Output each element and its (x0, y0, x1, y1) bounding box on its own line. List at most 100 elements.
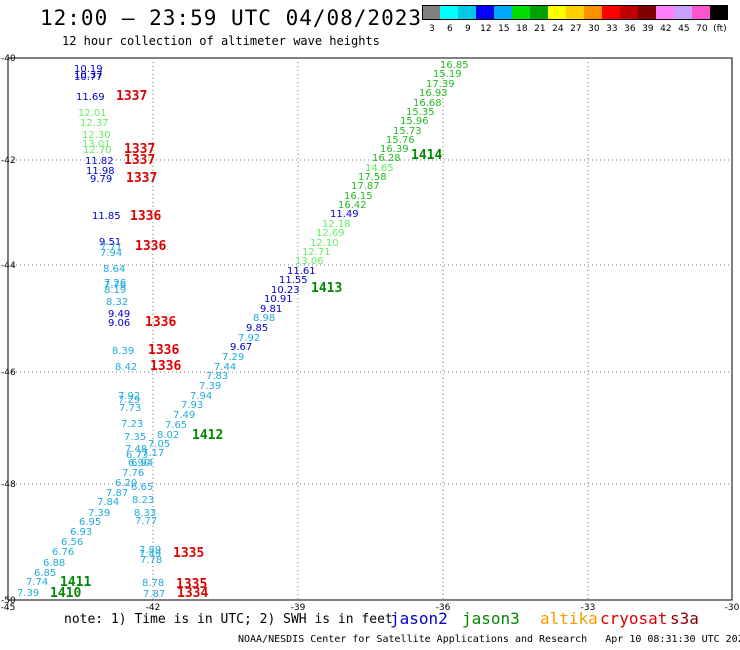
map-frame (7, 57, 733, 601)
colorbar-swatch (476, 5, 494, 20)
colorbar-frame (422, 5, 728, 20)
swh-value: 11.98 (86, 166, 115, 177)
swh-value: 11.85 (92, 211, 121, 222)
colorbar-label: 18 (516, 24, 528, 34)
colorbar-swatch (602, 5, 620, 20)
swh-value: 15.96 (400, 116, 429, 127)
colorbar-swatch (422, 5, 440, 20)
colorbar-label: (ft) (713, 24, 727, 34)
swh-value: 7.89 (139, 545, 161, 556)
colorbar-swatch (620, 5, 638, 20)
colorbar-swatch (674, 5, 692, 20)
pass-number-label: 1337 (126, 171, 157, 186)
swh-value: 7.74 (26, 577, 48, 588)
swh-value: 6.56 (61, 537, 83, 548)
colorbar-label: 33 (606, 24, 617, 34)
swh-value: 14.65 (365, 163, 394, 174)
swh-value: 7.48 (125, 444, 147, 455)
lat-tick-label: -48 (1, 480, 16, 490)
swh-value: 16.15 (344, 191, 373, 202)
colorbar-label: 45 (678, 24, 689, 34)
swh-value: 16.85 (440, 60, 469, 71)
swh-value: 7.29 (118, 395, 140, 406)
swh-value: 13.01 (82, 139, 111, 150)
swh-value: 12.70 (83, 145, 112, 156)
colorbar-label: 12 (480, 24, 491, 34)
swh-value: 11.61 (287, 266, 316, 277)
swh-value: 9.79 (90, 174, 112, 185)
legend-cryosat: cryosat (600, 609, 668, 628)
swh-value: 6.20 (115, 478, 137, 489)
pass-number-label: 1411 (60, 575, 91, 590)
swh-value: 7.65 (165, 420, 187, 431)
swh-value: 8.78 (142, 578, 164, 589)
swh-value: 6.88 (43, 558, 65, 569)
swh-value: 6.95 (79, 517, 101, 528)
swh-value: 7.92 (118, 391, 140, 402)
swh-value: 9.51 (99, 237, 121, 248)
colorbar-label: 36 (624, 24, 636, 34)
swh-value: 6.94 (131, 458, 153, 469)
colorbar-swatch (584, 5, 602, 20)
colorbar-label: 24 (552, 24, 564, 34)
swh-value: 8.64 (103, 264, 125, 275)
colorbar-label: 21 (534, 24, 545, 34)
colorbar-label: 70 (696, 24, 708, 34)
swh-value: 16.39 (380, 144, 409, 155)
colorbar-swatch (566, 5, 584, 20)
legend-jason2: jason2 (390, 609, 448, 628)
swh-value: 12.37 (80, 118, 109, 129)
swh-value: 7.17 (142, 448, 164, 459)
swh-value: 7.35 (124, 432, 146, 443)
swh-value: 6.85 (34, 568, 56, 579)
swh-value: 6.65 (131, 482, 153, 493)
swh-value: 15.19 (433, 69, 462, 80)
swh-value: 7.92 (238, 333, 260, 344)
pass-number-label: 1336 (150, 359, 181, 374)
swh-value: 16.28 (372, 153, 401, 164)
pass-number-label: 1335 (176, 577, 207, 592)
swh-value: 17.87 (351, 181, 380, 192)
pass-number-label: 1337 (124, 153, 155, 168)
swh-value: 9.49 (108, 309, 130, 320)
swh-value: 12.01 (78, 108, 107, 119)
swh-value: 11.69 (76, 92, 105, 103)
pass-number-label: 1335 (173, 546, 204, 561)
lat-tick-label: -46 (1, 368, 16, 378)
lon-tick-label: -42 (146, 603, 161, 610)
lat-tick-label: -44 (1, 261, 16, 271)
swh-value: 16.93 (419, 88, 448, 99)
swh-value: 7.44 (214, 362, 236, 373)
swh-value: 12.71 (302, 247, 331, 258)
pass-number-label: 1336 (135, 239, 166, 254)
page-title: 12:00 – 23:59 UTC 04/08/2023 (40, 6, 423, 30)
swh-value: 6.90 (128, 458, 150, 469)
colorbar-label: 9 (465, 24, 471, 34)
pass-number-label: 1334 (177, 586, 208, 601)
swh-value: 10.19 (74, 64, 103, 75)
colorbar-swatch (656, 5, 674, 20)
colorbar-label: 27 (570, 24, 581, 34)
swh-value: 17.39 (426, 79, 455, 90)
swh-value: 7.29 (222, 352, 244, 363)
swh-value: 9.06 (108, 318, 130, 329)
swh-value: 7.83 (206, 371, 228, 382)
lat-tick-label: -50 (1, 596, 16, 606)
swh-value: 7.76 (122, 468, 144, 479)
lon-tick-label: -39 (291, 603, 306, 610)
legend-s3a: s3a (670, 609, 699, 628)
pass-number-label: 1336 (130, 209, 161, 224)
colorbar-swatch (458, 5, 476, 20)
swh-value: 9.81 (260, 304, 282, 315)
swh-value: 12.10 (310, 238, 339, 249)
swh-value: 12.69 (316, 228, 345, 239)
swh-value: 15.73 (393, 126, 422, 137)
colorbar-swatch (512, 5, 530, 20)
swh-value: 7.26 (104, 278, 126, 289)
swh-value: 10.77 (74, 72, 103, 83)
swh-value: 12.18 (322, 219, 351, 230)
swh-value: 17.58 (358, 172, 387, 183)
swh-value: 7.84 (97, 497, 119, 508)
swh-value: 12.30 (82, 130, 111, 141)
pass-number-label: 1337 (124, 142, 155, 157)
